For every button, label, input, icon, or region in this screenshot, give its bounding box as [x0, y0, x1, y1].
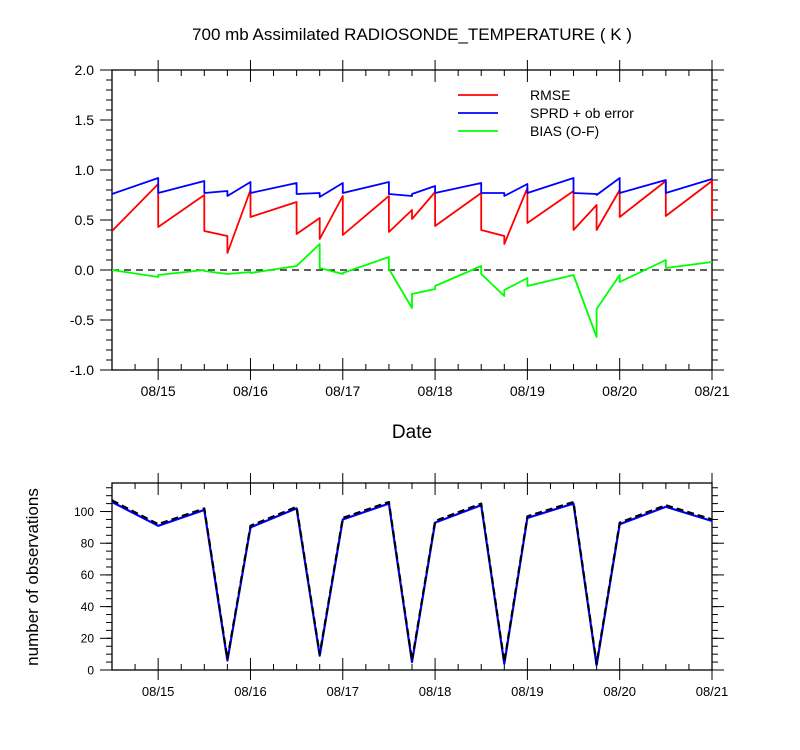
x-tick-label: 08/20 [602, 383, 637, 399]
x-tick-label: 08/19 [510, 383, 545, 399]
y-tick-label: 0.5 [75, 212, 95, 228]
bottom-plot: 08/15 08/16 08/17 08/18 08/19 08/20 08/21 0 20 40… [74, 473, 728, 699]
x-tick-label: 08/17 [325, 383, 360, 399]
y-tick-label: 80 [81, 537, 95, 551]
y-tick-label: 1.0 [75, 162, 95, 178]
x-tick-label: 08/21 [694, 383, 729, 399]
y-tick-label: -1.0 [70, 362, 94, 378]
x-tick-label: 08/21 [696, 684, 729, 699]
y-axis-label-bottom: number of observations [23, 488, 42, 666]
x-tick-label: 08/18 [418, 383, 453, 399]
x-tick-label: 08/16 [234, 684, 267, 699]
series-line-obs-dashed [111, 499, 713, 665]
x-tick-label: 08/18 [419, 684, 452, 699]
series-line-rmse [111, 180, 713, 254]
legend: RMSE SPRD + ob error BIAS (O-F) [458, 87, 634, 139]
x-tick-label: 08/16 [233, 383, 268, 399]
x-tick-label: 08/15 [142, 684, 175, 699]
y-tick-label: 0 [87, 663, 94, 677]
y-tick-label: 2.0 [75, 62, 95, 78]
series-line-sprd-ob-error [111, 177, 713, 198]
legend-label: SPRD + ob error [530, 105, 634, 121]
x-tick-label: 08/20 [603, 684, 636, 699]
top-plot: 08/15 08/16 08/17 08/18 08/19 08/20 08/21 -1.0 -… [70, 60, 730, 399]
legend-label: RMSE [530, 87, 570, 103]
y-tick-label: 1.5 [75, 112, 95, 128]
series-line-obs-solid [111, 501, 713, 667]
y-tick-label: 20 [81, 632, 95, 646]
y-tick-label: -0.5 [70, 312, 94, 328]
x-axis-label: Date [392, 422, 432, 443]
x-tick-label: 08/15 [141, 383, 176, 399]
legend-label: BIAS (O-F) [530, 123, 599, 139]
y-tick-label: 0.0 [75, 262, 95, 278]
y-tick-label: 100 [74, 505, 94, 519]
chart-title: 700 mb Assimilated RADIOSONDE_TEMPERATUR… [192, 25, 632, 44]
series-line-bias-o-f [111, 243, 713, 338]
y-tick-label: 40 [81, 600, 95, 614]
x-tick-label: 08/19 [511, 684, 544, 699]
y-tick-label: 60 [81, 568, 95, 582]
x-tick-label: 08/17 [326, 684, 359, 699]
